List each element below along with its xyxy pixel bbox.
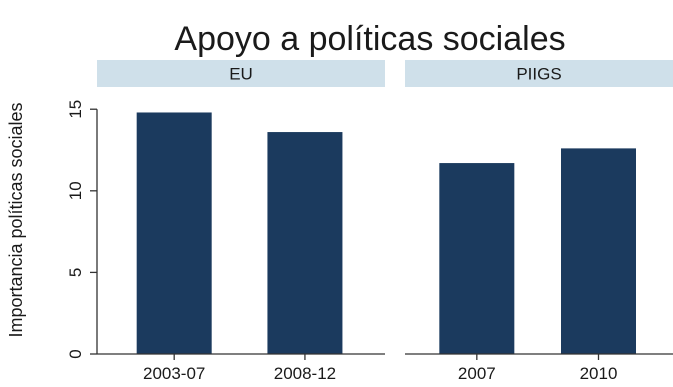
x-tick-label: 2003-07 xyxy=(143,364,205,383)
bar xyxy=(560,148,636,354)
bar xyxy=(439,163,515,354)
x-tick-label: 2008-12 xyxy=(274,364,336,383)
y-tick-label: 15 xyxy=(66,100,85,119)
panels: 0 5 10 15 EU 2003-07 2008-12 PIIGS 2007 2010 xyxy=(66,60,673,383)
y-tick-label: 10 xyxy=(66,181,85,200)
panel-strip xyxy=(97,60,385,87)
panel-strip-label: PIIGS xyxy=(516,65,561,84)
panel-strip-label: EU xyxy=(229,65,253,84)
panel-strip xyxy=(405,60,673,87)
y-tick-label: 5 xyxy=(66,268,85,277)
x-tick-label: 2010 xyxy=(580,364,618,383)
bar xyxy=(267,132,343,354)
chart-title: Apoyo a políticas sociales xyxy=(174,20,565,58)
y-tick-label: 0 xyxy=(66,349,85,358)
y-axis-label: Importancia políticas sociales xyxy=(6,102,26,337)
bar xyxy=(136,112,212,354)
x-tick-label: 2007 xyxy=(458,364,496,383)
